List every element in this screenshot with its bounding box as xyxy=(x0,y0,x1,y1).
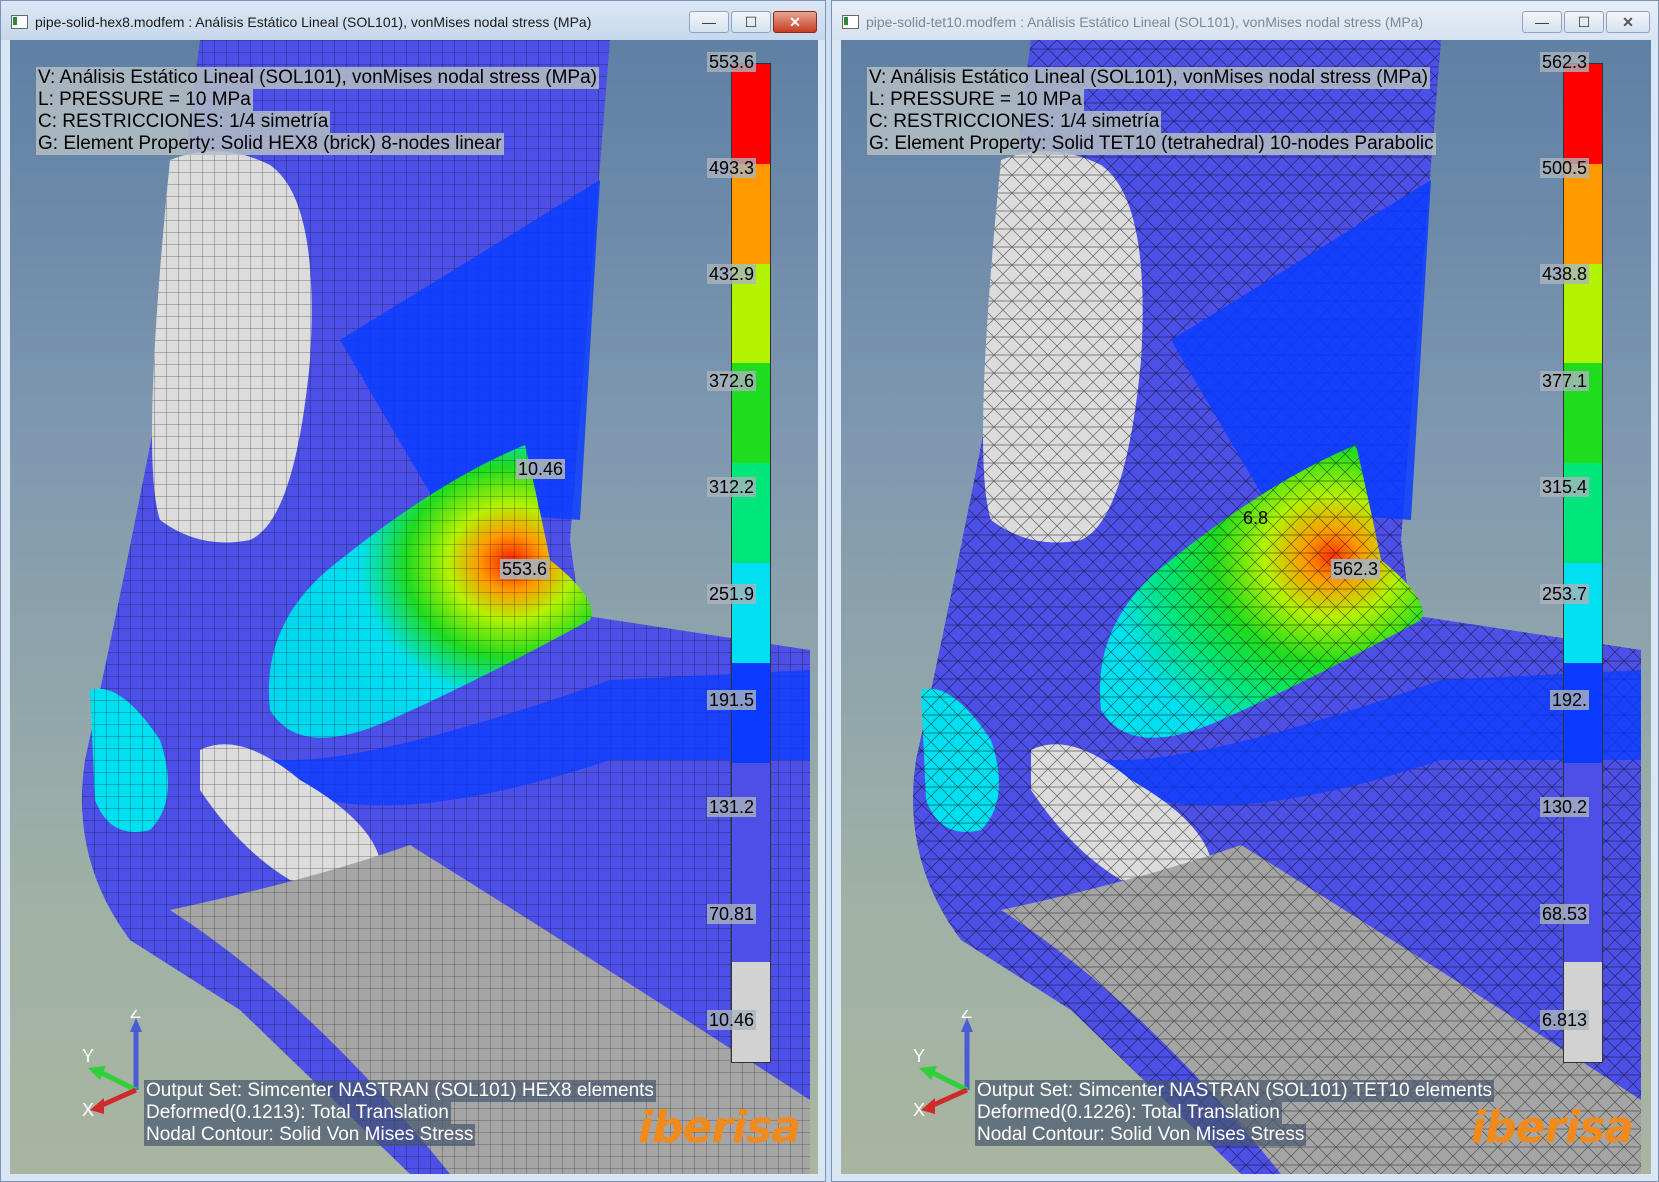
legend-swatch xyxy=(732,64,770,164)
axis-triad: Z Y X xyxy=(82,1010,142,1120)
legend-value: 432.9 xyxy=(706,264,756,284)
info-line: L: PRESSURE = 10 MPa xyxy=(867,89,1084,111)
min-stress-label: 10.46 xyxy=(516,459,566,479)
output-line: Nodal Contour: Solid Von Mises Stress xyxy=(144,1124,476,1146)
info-line: C: RESTRICCIONES: 1/4 simetría xyxy=(36,111,331,133)
min-stress-label: 6.8 xyxy=(1243,508,1269,528)
legend-swatch xyxy=(1564,562,1602,663)
result-info-block: V: Análisis Estático Lineal (SOL101), vo… xyxy=(867,67,1436,155)
legend-swatch xyxy=(732,662,770,763)
max-stress-label: 553.6 xyxy=(500,559,550,579)
maximize-button[interactable]: ☐ xyxy=(731,11,771,33)
legend-value: 500.5 xyxy=(1539,158,1589,178)
app-icon xyxy=(11,15,28,29)
legend-value: 253.7 xyxy=(1539,584,1589,604)
info-line: L: PRESSURE = 10 MPa xyxy=(36,89,253,111)
legend-value: 130.2 xyxy=(1539,797,1589,817)
x-axis-label: X xyxy=(82,1100,94,1120)
info-line: V: Análisis Estático Lineal (SOL101), vo… xyxy=(867,67,1430,89)
legend-swatch xyxy=(732,163,770,264)
legend-swatch xyxy=(1564,64,1602,164)
z-axis-label: Z xyxy=(130,1010,141,1022)
output-line: Deformed(0.1226): Total Translation xyxy=(975,1102,1282,1124)
output-line: Output Set: Simcenter NASTRAN (SOL101) H… xyxy=(144,1080,656,1102)
minimize-button[interactable]: — xyxy=(689,11,729,33)
y-axis-label: Y xyxy=(913,1046,925,1066)
legend-value: 562.3 xyxy=(1539,52,1589,72)
legend-value: 6.813 xyxy=(1539,1010,1589,1030)
legend-value: 251.9 xyxy=(706,584,756,604)
stress-contour-plot xyxy=(82,40,810,1174)
legend-swatch xyxy=(1564,163,1602,264)
legend-value: 68.53 xyxy=(1539,904,1589,924)
close-button[interactable]: ✕ xyxy=(1606,11,1650,33)
legend-swatch xyxy=(732,562,770,663)
legend-value: 131.2 xyxy=(706,797,756,817)
model-viewport[interactable]: V: Análisis Estático Lineal (SOL101), vo… xyxy=(10,40,818,1174)
legend-value: 553.6 xyxy=(706,52,756,72)
x-axis-label: X xyxy=(913,1100,925,1120)
output-set-info: Output Set: Simcenter NASTRAN (SOL101) H… xyxy=(144,1080,656,1146)
legend-value: 493.3 xyxy=(706,158,756,178)
output-line: Output Set: Simcenter NASTRAN (SOL101) T… xyxy=(975,1080,1494,1102)
output-line: Nodal Contour: Solid Von Mises Stress xyxy=(975,1124,1307,1146)
y-axis-label: Y xyxy=(82,1046,94,1066)
stress-contour-plot xyxy=(913,40,1641,1174)
iberisa-logo: iberisa xyxy=(1470,1102,1634,1153)
info-line: G: Element Property: Solid HEX8 (brick) … xyxy=(36,133,504,155)
legend-value: 191.5 xyxy=(706,690,756,710)
info-line: G: Element Property: Solid TET10 (tetrah… xyxy=(867,133,1436,155)
info-line: C: RESTRICCIONES: 1/4 simetría xyxy=(867,111,1162,133)
legend-value: 312.2 xyxy=(706,477,756,497)
app-icon xyxy=(842,15,859,29)
legend-value: 315.4 xyxy=(1539,477,1589,497)
z-axis-label: Z xyxy=(961,1010,972,1022)
legend-value: 438.8 xyxy=(1539,264,1589,284)
model-viewport[interactable]: V: Análisis Estático Lineal (SOL101), vo… xyxy=(841,40,1651,1174)
left-window[interactable]: pipe-solid-hex8.modfem : Análisis Estáti… xyxy=(0,0,826,1182)
output-line: Deformed(0.1213): Total Translation xyxy=(144,1102,451,1124)
close-button[interactable]: ✕ xyxy=(773,11,817,33)
legend-value: 372.6 xyxy=(706,371,756,391)
legend-swatch xyxy=(1564,662,1602,763)
info-line: V: Análisis Estático Lineal (SOL101), vo… xyxy=(36,67,599,89)
result-info-block: V: Análisis Estático Lineal (SOL101), vo… xyxy=(36,67,599,155)
legend-value: 10.46 xyxy=(706,1010,756,1030)
iberisa-logo: iberisa xyxy=(637,1102,801,1153)
title-bar[interactable]: pipe-solid-tet10.modfem : Análisis Estát… xyxy=(832,1,1658,40)
title-bar[interactable]: pipe-solid-hex8.modfem : Análisis Estáti… xyxy=(1,1,825,40)
max-stress-label: 562.3 xyxy=(1331,559,1381,579)
window-title: pipe-solid-tet10.modfem : Análisis Estát… xyxy=(866,14,1424,30)
legend-value: 377.1 xyxy=(1539,371,1589,391)
window-title: pipe-solid-hex8.modfem : Análisis Estáti… xyxy=(35,14,592,30)
maximize-button[interactable]: ☐ xyxy=(1564,11,1604,33)
minimize-button[interactable]: — xyxy=(1522,11,1562,33)
axis-triad: Z Y X xyxy=(913,1010,973,1120)
output-set-info: Output Set: Simcenter NASTRAN (SOL101) T… xyxy=(975,1080,1494,1146)
right-window[interactable]: pipe-solid-tet10.modfem : Análisis Estát… xyxy=(831,0,1659,1182)
legend-value: 192. xyxy=(1549,690,1589,710)
legend-value: 70.81 xyxy=(706,904,756,924)
